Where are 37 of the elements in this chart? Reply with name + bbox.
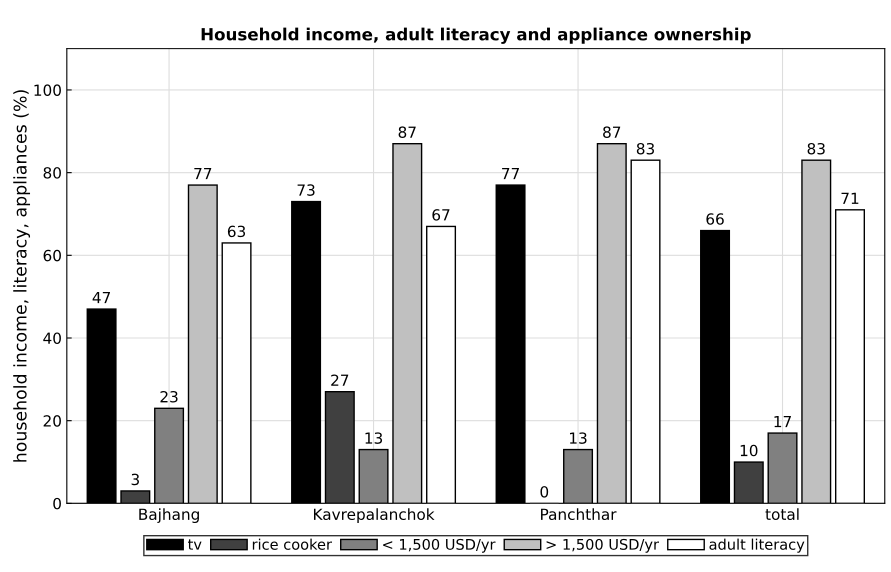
legend-label: rice cooker bbox=[252, 538, 332, 550]
data-label: 66 bbox=[706, 213, 724, 225]
data-label: 10 bbox=[740, 444, 758, 456]
data-label: 87 bbox=[603, 126, 620, 138]
data-label: 13 bbox=[366, 432, 382, 444]
legend-label: adult literacy bbox=[709, 538, 804, 553]
y-tick-label: 20 bbox=[44, 415, 61, 427]
data-label: 47 bbox=[92, 292, 110, 304]
legend-label: > 1,500 USD/yr bbox=[546, 538, 660, 553]
data-label: 17 bbox=[774, 416, 791, 428]
data-label: 63 bbox=[228, 226, 246, 238]
chart-title: Household income, adult literacy and appliance ownership bbox=[202, 28, 751, 44]
data-label: 83 bbox=[636, 142, 654, 154]
x-tick-label: Kavrepalanchok bbox=[314, 508, 435, 524]
data-label: 77 bbox=[194, 168, 212, 180]
data-label: 77 bbox=[502, 168, 519, 180]
data-label: 71 bbox=[842, 192, 858, 204]
x-tick-label: total bbox=[765, 508, 799, 520]
data-label: 23 bbox=[160, 390, 178, 403]
y-tick-label: 40 bbox=[43, 332, 61, 344]
data-label: 87 bbox=[398, 126, 416, 138]
x-tick-label: Bajhang bbox=[139, 508, 199, 524]
data-label: 83 bbox=[808, 142, 825, 154]
data-label: 0 bbox=[540, 486, 548, 498]
y-tick-label: 0 bbox=[53, 498, 61, 510]
data-label: 67 bbox=[432, 209, 450, 221]
y-tick-label: 80 bbox=[44, 167, 61, 179]
x-tick-label: Panchthar bbox=[541, 508, 617, 520]
y-tick-label: 100 bbox=[34, 84, 61, 96]
y-tick-label: 60 bbox=[44, 250, 61, 262]
legend-label: tv bbox=[188, 539, 202, 550]
legend-label: < 1,500 USD/yr bbox=[383, 538, 496, 553]
data-label: 13 bbox=[570, 432, 587, 444]
data-label: 27 bbox=[331, 374, 348, 386]
y-axis-title: household income, literacy, appliances (%) bbox=[13, 90, 30, 462]
data-label: 3 bbox=[132, 474, 139, 486]
data-label: 73 bbox=[298, 184, 315, 196]
